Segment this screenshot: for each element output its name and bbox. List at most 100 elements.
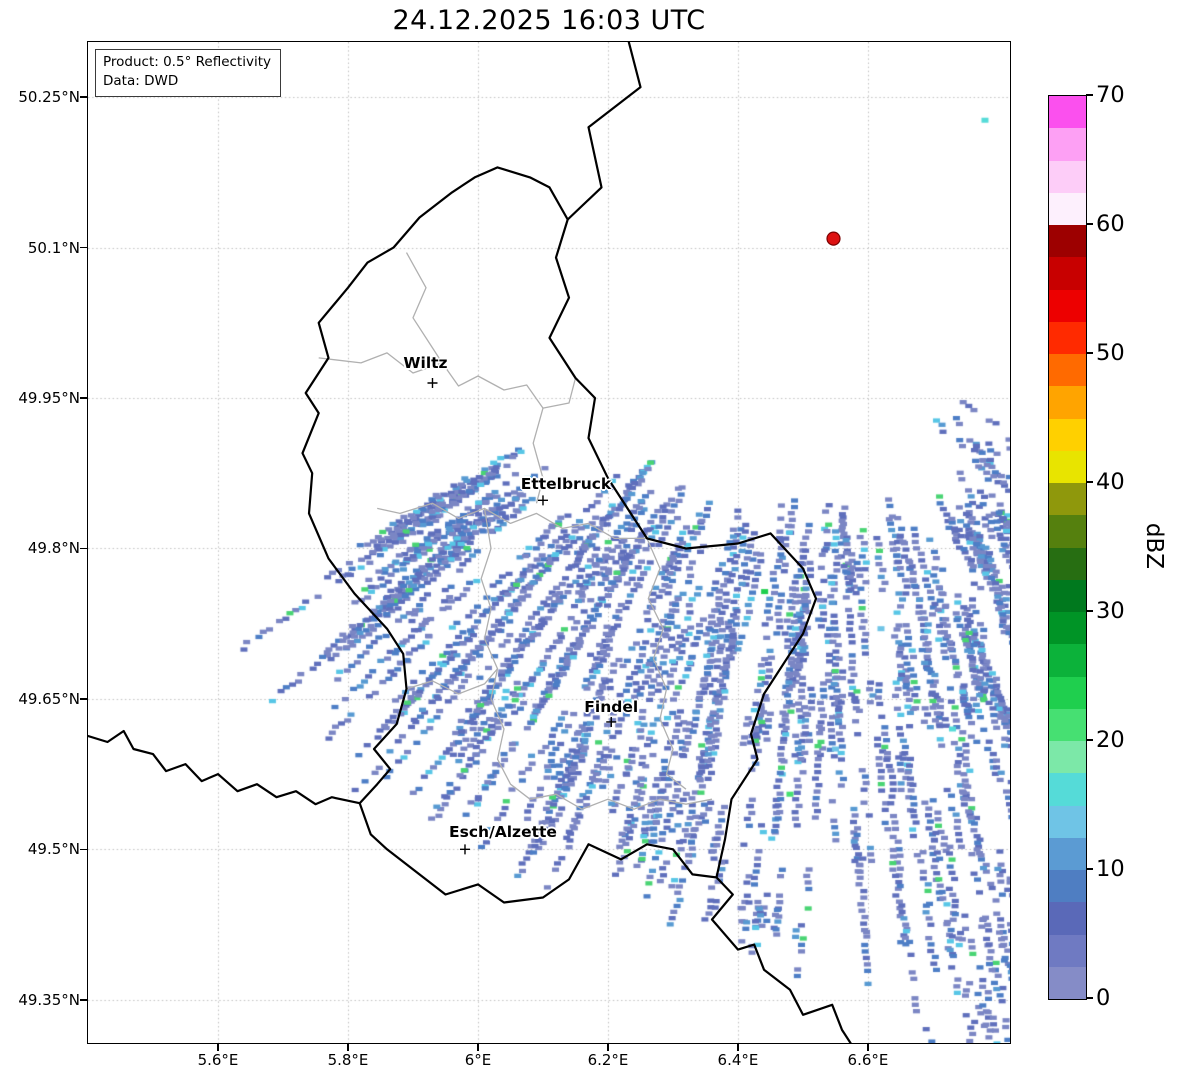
city-plus-marker [537,495,548,506]
colorbar-band [1049,225,1086,258]
colorbar-band [1049,160,1086,193]
lat-tick-label: 49.95°N [18,389,80,408]
lat-tickmark [80,848,87,851]
district-border-center-south [480,508,713,810]
colorbar-band [1049,96,1086,129]
lon-tick-label: 6.2°E [587,1051,629,1069]
lat-tickmark [80,999,87,1001]
colorbar [1048,95,1087,1000]
lat-tickmark [80,698,87,700]
lat-tick-label: 49.35°N [18,990,80,1009]
district-border-east [646,538,687,790]
colorbar-band [1049,870,1086,903]
colorbar-band [1049,192,1086,225]
colorbar-band [1049,289,1086,322]
lon-tick-label: 6.6°E [847,1051,889,1069]
colorbar-band [1049,708,1086,741]
city-label: Findel [584,697,639,716]
colorbar-band [1049,483,1086,516]
lon-tickmark [477,1044,479,1051]
colorbar-band [1049,257,1086,290]
belgium-france-border [88,729,361,806]
colorbar-tick-label: 30 [1096,598,1125,624]
map-plot: Product: 0.5° Reflectivity Data: DWD Wil… [87,41,1011,1044]
colorbar-band [1049,547,1086,580]
lon-tickmark [347,1044,349,1051]
colorbar-band [1049,644,1086,677]
colorbar-tick-label: 0 [1096,985,1111,1011]
lon-tickmark [867,1044,869,1051]
map-border-layer [88,42,852,1043]
city-plus-marker [459,844,470,855]
lat-tick-label: 49.5°N [27,840,80,859]
colorbar-band [1049,934,1086,967]
colorbar-tick-label: 50 [1096,340,1125,366]
lon-tick-label: 5.6°E [197,1051,239,1069]
colorbar-tickmark [1086,352,1093,354]
data-source-line: Data: DWD [103,73,179,90]
product-line: Product: 0.5° Reflectivity [103,54,271,70]
colorbar-tickmark [1086,481,1093,483]
lat-tick-label: 50.25°N [18,88,80,107]
colorbar-band [1049,773,1086,806]
belgium-germany-border [566,42,642,221]
radar-echo-layer [88,42,1010,1043]
colorbar-band [1049,902,1086,935]
colorbar-tick-label: 10 [1096,856,1125,882]
colorbar-tick-label: 20 [1096,727,1125,753]
lat-tickmark [80,246,87,249]
colorbar-band [1049,386,1086,419]
colorbar-tickmark [1086,739,1093,741]
radar-site-marker [826,231,841,246]
lat-tick-label: 49.8°N [27,539,80,558]
city-label: Ettelbruck [520,475,612,494]
france-germany-border [710,876,852,1043]
colorbar-band [1049,966,1086,999]
colorbar-band [1049,418,1086,451]
district-border-middle [377,502,647,540]
colorbar-band [1049,128,1086,161]
colorbar-band [1049,321,1086,354]
colorbar-band [1049,676,1086,709]
colorbar-tick-label: 70 [1096,82,1125,108]
district-border-clervaux [405,252,443,364]
colorbar-tickmark [1086,997,1093,999]
lon-tick-label: 6.4°E [717,1051,759,1069]
lon-tick-label: 6°E [464,1051,492,1069]
lat-tick-label: 50.1°N [27,238,80,257]
colorbar-band [1049,515,1086,548]
colorbar-band [1049,837,1086,870]
figure-title: 24.12.2025 16:03 UTC [392,5,706,36]
lat-tickmark [80,397,87,399]
district-border-west [406,668,498,695]
lat-tickmark [80,96,87,98]
lon-tickmark [737,1044,739,1051]
city-plus-marker [606,716,617,727]
lon-tickmark [607,1044,609,1051]
colorbar-label: dBZ [1141,522,1167,570]
district-border-north [318,352,577,409]
city-label: Wiltz [403,353,448,372]
colorbar-tickmark [1086,868,1093,870]
colorbar-band [1049,741,1086,774]
lon-tickmark [217,1044,219,1051]
colorbar-tickmark [1086,94,1093,96]
colorbar-band [1049,354,1086,387]
product-info-box: Product: 0.5° Reflectivity Data: DWD [95,49,281,98]
colorbar-tickmark [1086,610,1093,612]
lon-tick-label: 5.8°E [327,1051,369,1069]
city-label: Esch/Alzette [449,823,557,842]
colorbar-tickmark [1086,223,1093,225]
colorbar-band [1049,450,1086,483]
colorbar-tick-label: 60 [1096,211,1125,237]
city-plus-marker [427,377,438,388]
colorbar-band [1049,579,1086,612]
district-border-vianden [532,407,544,504]
colorbar-band [1049,805,1086,838]
lat-tickmark [80,547,87,550]
colorbar-band [1049,612,1086,645]
luxembourg-outline [301,166,818,904]
colorbar-tick-label: 40 [1096,469,1125,495]
lat-tick-label: 49.65°N [18,689,80,708]
